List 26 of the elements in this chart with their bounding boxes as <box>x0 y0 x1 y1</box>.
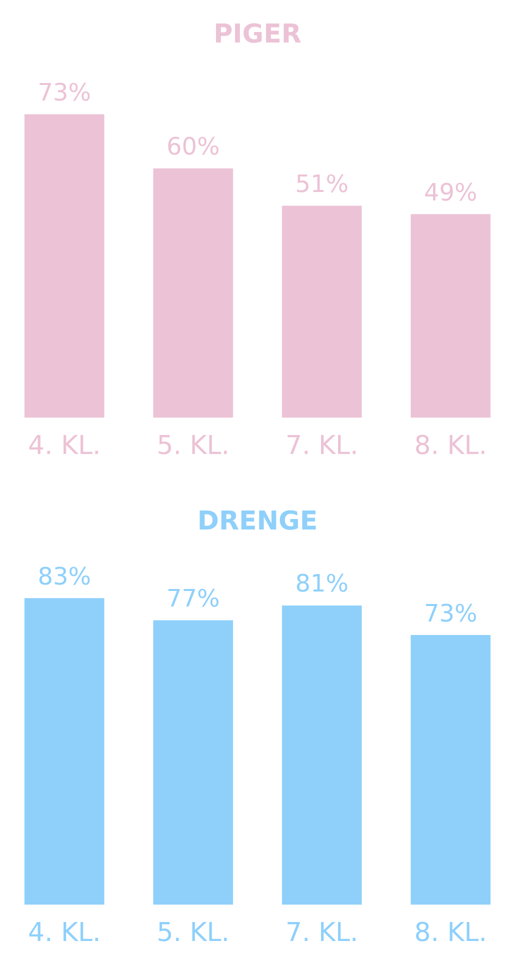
x-tick-label: 4. KL. <box>28 431 101 462</box>
x-tick-label: 4. KL. <box>28 918 101 948</box>
bar <box>24 598 104 905</box>
data-label: 81% <box>295 570 349 598</box>
bar <box>282 206 362 418</box>
bar <box>24 114 104 418</box>
x-tick-label: 5. KL. <box>156 918 230 948</box>
data-label: 73% <box>424 599 478 628</box>
bar <box>153 168 234 418</box>
bar <box>282 605 362 905</box>
bar <box>410 214 491 418</box>
data-label: 51% <box>295 170 349 198</box>
x-tick-label: 8. KL. <box>414 918 488 948</box>
chart-title: DRENGE <box>197 506 318 536</box>
data-label: 49% <box>424 178 478 206</box>
x-tick-label: 7. KL. <box>285 918 358 948</box>
x-tick-label: 8. KL. <box>414 431 488 462</box>
data-label: 77% <box>166 584 220 612</box>
data-label: 60% <box>166 132 220 161</box>
data-label: 83% <box>38 562 92 590</box>
data-label: 73% <box>38 78 92 107</box>
x-tick-label: 7. KL. <box>285 431 358 462</box>
bar <box>410 635 491 905</box>
bar <box>153 620 234 905</box>
chart-title: PIGER <box>214 19 302 50</box>
x-tick-label: 5. KL. <box>156 431 230 462</box>
